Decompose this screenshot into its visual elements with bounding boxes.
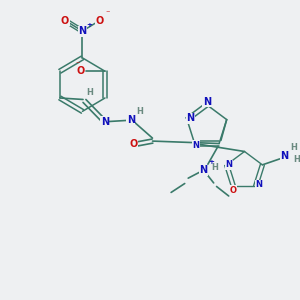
Text: N: N xyxy=(255,180,262,189)
Text: ⁻: ⁻ xyxy=(105,8,110,17)
Text: H: H xyxy=(211,163,218,172)
Text: N: N xyxy=(187,113,195,123)
Text: N: N xyxy=(78,26,86,36)
Text: +: + xyxy=(86,22,92,28)
Text: O: O xyxy=(61,16,69,26)
Text: H: H xyxy=(293,155,300,164)
Text: N: N xyxy=(280,151,288,161)
Text: +: + xyxy=(208,159,214,165)
Text: H: H xyxy=(86,88,93,97)
Text: O: O xyxy=(96,16,104,26)
Text: N: N xyxy=(203,97,211,107)
Text: N: N xyxy=(225,160,233,169)
Text: O: O xyxy=(230,185,237,194)
Text: H: H xyxy=(290,143,297,152)
Text: N: N xyxy=(127,115,135,125)
Text: O: O xyxy=(130,139,138,149)
Text: N: N xyxy=(200,165,208,175)
Text: N: N xyxy=(101,117,109,127)
Text: O: O xyxy=(76,66,85,76)
Text: N: N xyxy=(193,140,200,149)
Text: H: H xyxy=(136,107,143,116)
Text: ⁻: ⁻ xyxy=(75,59,80,68)
